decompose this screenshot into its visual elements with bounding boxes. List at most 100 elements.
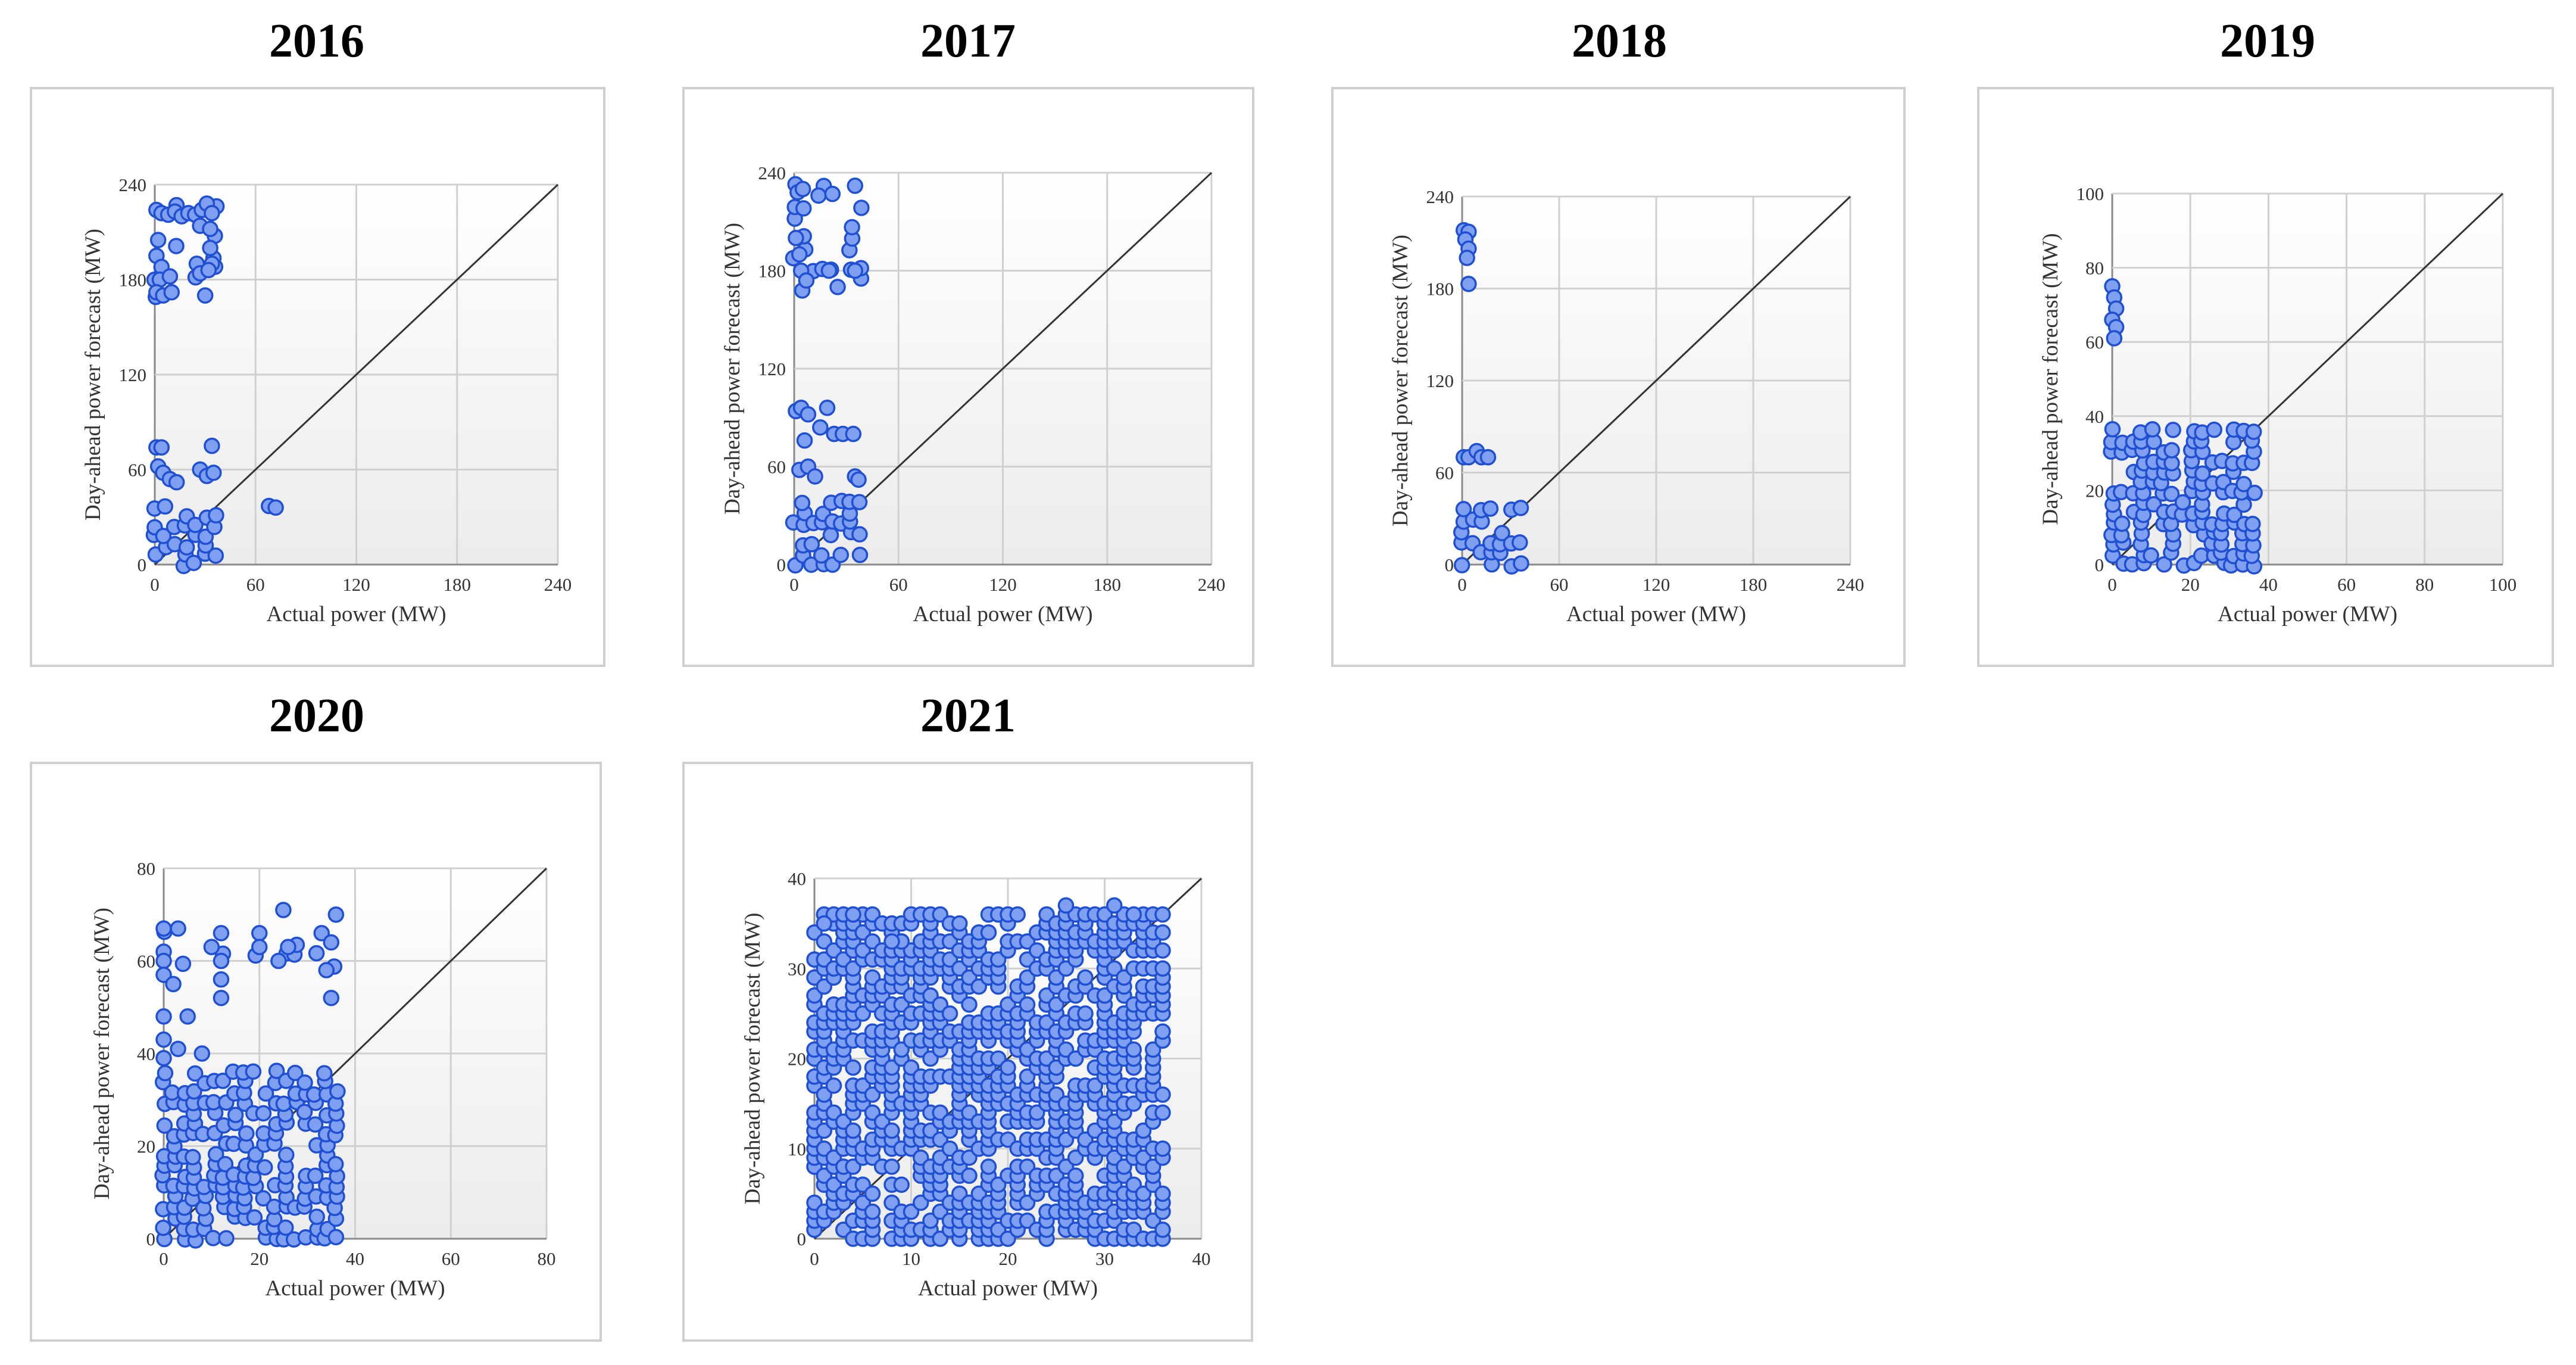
data-point [200,261,217,279]
data-point [819,400,836,416]
y-tick-label: 40 [788,868,806,889]
data-point [270,952,287,970]
data-point [845,425,862,442]
data-point [788,229,804,247]
y-tick-label: 20 [2085,480,2104,501]
y-axis-title: Day-ahead power forecast (MW) [720,223,745,515]
y-axis-title: Day-ahead power forecast (MW) [1388,235,1413,526]
data-point [256,1159,273,1176]
data-point [202,220,218,238]
data-point [213,989,230,1006]
data-point [217,1156,234,1173]
x-tick-label: 0 [159,1248,168,1269]
data-point [238,1125,255,1142]
data-point [179,1008,196,1025]
y-tick-label: 20 [788,1049,806,1070]
y-tick-label: 10 [788,1139,806,1160]
data-point [251,925,268,942]
data-point [1513,555,1529,572]
data-point [155,528,172,544]
data-point [847,262,863,279]
data-point [2144,421,2161,438]
data-point [155,920,172,937]
data-point [318,962,335,978]
data-point [813,547,830,564]
data-point [1154,906,1171,923]
x-tick-label: 0 [789,574,799,595]
data-point [203,939,220,955]
data-point [980,1158,997,1175]
data-point [1154,960,1171,977]
data-point [155,1219,171,1236]
data-point [951,915,968,932]
scatter-series [154,902,346,1249]
data-point [845,906,861,923]
data-point [308,945,325,962]
x-tick-label: 10 [902,1248,920,1269]
x-tick-label: 40 [2259,574,2278,595]
data-point [2104,420,2121,438]
chart-title: 2019 [2220,15,2315,67]
data-point [1154,1140,1171,1157]
data-point [1512,500,1529,516]
data-point [820,262,838,279]
data-point [257,1085,274,1102]
y-tick-label: 30 [788,958,806,979]
data-point [1106,897,1123,914]
data-point [810,187,827,204]
data-point [2113,515,2131,532]
y-tick-label: 120 [758,359,786,379]
data-point [227,1107,244,1123]
data-point [822,526,839,544]
data-point [850,471,867,488]
x-axis-title: Actual power (MW) [1566,602,1746,627]
data-point [251,939,268,955]
data-point [1125,1041,1142,1058]
y-tick-label: 60 [767,457,786,478]
data-point [278,1146,295,1163]
data-point [155,1008,172,1025]
data-point [980,924,997,941]
x-tick-label: 180 [444,574,472,595]
data-point [2165,422,2181,438]
data-point [268,1062,285,1079]
data-point [155,1050,172,1067]
data-point [178,539,195,556]
x-tick-label: 20 [2181,574,2200,595]
x-axis-title: Actual power (MW) [265,1276,445,1301]
data-point [170,1040,186,1057]
data-point [883,1122,900,1139]
x-tick-label: 0 [810,1248,819,1269]
chart-title: 2020 [269,690,364,742]
scatter-series [785,176,870,574]
data-point [1154,1221,1171,1238]
y-axis-title: Day-ahead power forecast (MW) [2038,233,2063,525]
chart-panel-2017: 2017 0 60 120 180 240 0 60 120 180 240 Actual power… [682,15,1254,667]
data-point [155,1031,172,1048]
data-point [308,1208,325,1225]
data-point [1057,897,1075,914]
data-point [296,1104,313,1120]
data-point [2143,547,2159,564]
y-tick-label: 60 [1435,463,1454,484]
data-point [1482,500,1499,517]
data-point [832,546,850,563]
data-point [329,1083,346,1100]
y-tick-label: 180 [758,261,786,282]
data-point [864,1203,881,1220]
chart-panel-2021: 2021 0 10 20 30 40 0 10 20 30 40 Actual power (MW) D… [682,690,1253,1342]
data-point [1479,449,1497,466]
y-tick-label: 240 [758,163,786,183]
y-tick-label: 0 [2095,554,2104,575]
data-point [794,180,811,198]
data-point [157,498,173,515]
data-point [287,1064,304,1082]
data-point [1009,906,1026,923]
data-point [795,200,812,217]
x-tick-label: 120 [1643,574,1671,595]
chart-title: 2017 [920,15,1016,67]
x-tick-label: 60 [442,1248,460,1269]
chart-title: 2016 [269,15,364,67]
data-point [851,494,868,510]
x-tick-label: 40 [1192,1248,1211,1269]
